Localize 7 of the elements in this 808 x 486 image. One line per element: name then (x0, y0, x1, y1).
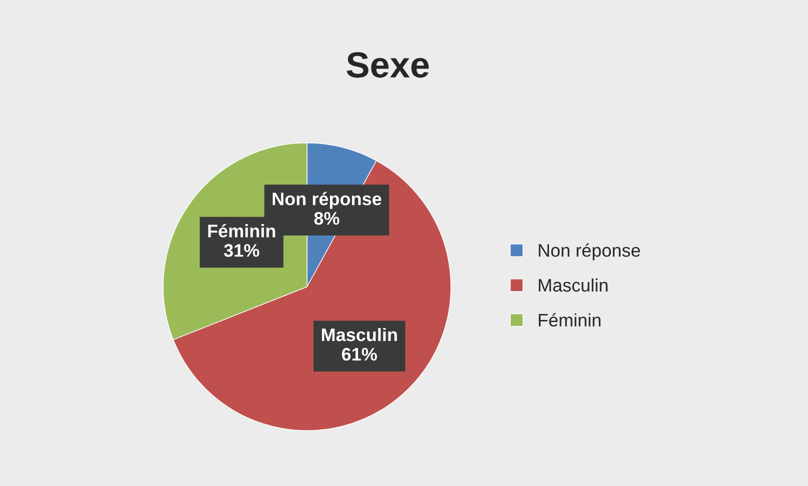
data-label: Féminin 31% (208, 224, 276, 257)
data-label: Masculin 61% (322, 328, 397, 361)
legend-label: Non réponse (538, 243, 640, 260)
legend-label: Masculin (538, 278, 608, 292)
legend-label: Féminin (538, 313, 600, 327)
chart-title: Sexe (346, 52, 429, 78)
data-label: Non réponse 8% (272, 192, 382, 225)
